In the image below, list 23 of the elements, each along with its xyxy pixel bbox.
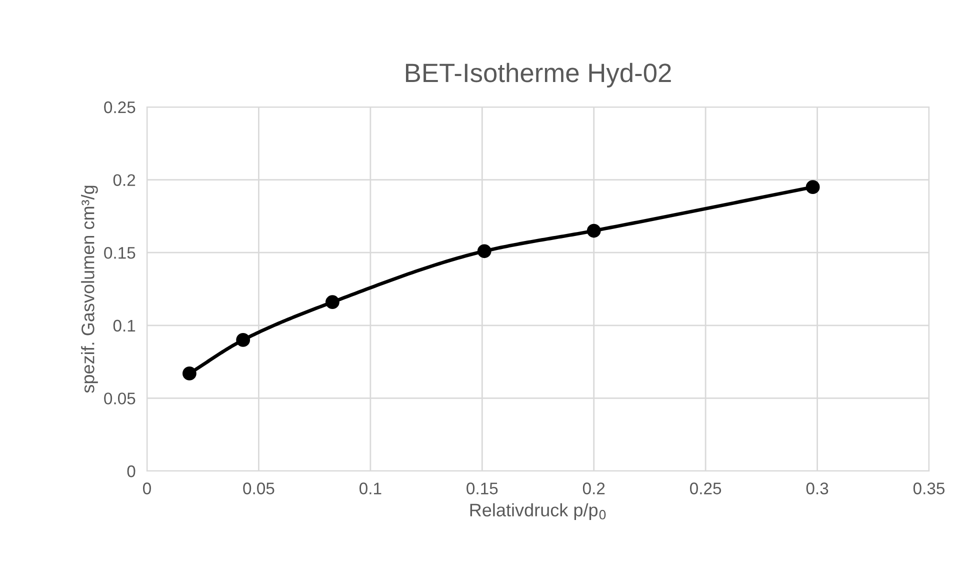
x-tick-label: 0.05 [243,482,274,494]
chart-title: BET-Isotherme Hyd-02 [406,62,671,88]
y-tick-label: 0 [127,465,136,478]
y-tick-label: 0.05 [104,392,136,404]
y-tick-label: 0.1 [113,320,136,332]
x-tick-label: 0.15 [466,482,498,494]
x-axis-title: Relativdruck p/p$_{0}$ [470,503,606,520]
point [236,333,250,347]
y-tick-label: 0.25 [104,101,136,114]
x-tick-label: 0.1 [359,482,382,494]
x-tick-label: 0.25 [690,482,722,494]
point [326,295,340,310]
point [806,180,820,194]
point [586,224,601,238]
x-tick-label: 0.2 [582,482,605,494]
point [477,244,492,258]
point [182,366,196,380]
x-tick-label: 0.35 [913,482,945,494]
x-tick-label: 0 [143,482,151,494]
y-axis-title: spezif. Gasvolumen cm³/g [81,186,98,393]
y-tick-label: 0.2 [113,174,136,186]
x-tick-label: 0.3 [806,482,828,494]
y-tick-label: 0.15 [104,247,136,259]
